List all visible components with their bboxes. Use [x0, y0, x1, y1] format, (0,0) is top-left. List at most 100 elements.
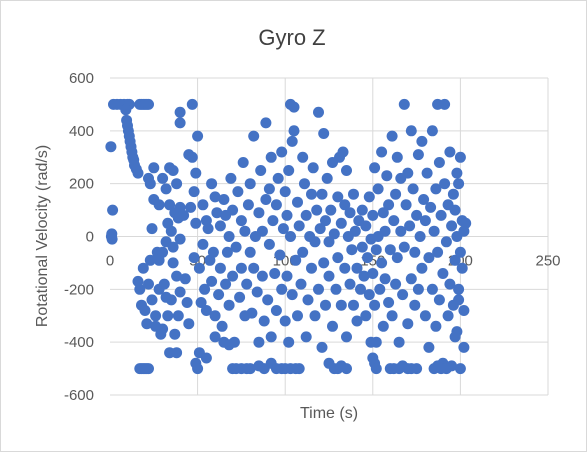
data-point	[406, 125, 417, 136]
data-point	[373, 183, 384, 194]
data-point	[224, 300, 235, 311]
data-point	[450, 205, 461, 216]
y-axis-title: Rotational Velocity (rad/s)	[34, 145, 51, 327]
data-point	[313, 107, 324, 118]
data-point	[317, 342, 328, 353]
data-point	[336, 300, 347, 311]
data-point	[197, 239, 208, 250]
data-point	[283, 165, 294, 176]
data-point	[306, 263, 317, 274]
data-point	[350, 226, 361, 237]
data-point	[318, 128, 329, 139]
data-point	[376, 257, 387, 268]
y-tick-label: 600	[69, 70, 94, 87]
data-point	[147, 294, 158, 305]
data-point	[357, 242, 368, 253]
data-point	[246, 308, 257, 319]
data-point	[360, 220, 371, 231]
data-point	[381, 170, 392, 181]
data-point	[374, 284, 385, 295]
data-point	[282, 210, 293, 221]
data-point	[371, 363, 382, 374]
data-point	[458, 342, 469, 353]
data-point	[399, 99, 410, 110]
data-point	[253, 337, 264, 348]
data-point	[252, 287, 263, 298]
data-point	[190, 168, 201, 179]
data-point	[269, 268, 280, 279]
data-point	[224, 339, 235, 350]
data-point	[287, 136, 298, 147]
data-point	[107, 205, 118, 216]
data-point	[213, 289, 224, 300]
data-point	[175, 234, 186, 245]
x-axis-title: Time (s)	[300, 405, 358, 422]
data-point	[260, 117, 271, 128]
data-point	[264, 239, 275, 250]
data-point	[224, 231, 235, 242]
data-point	[427, 284, 438, 295]
data-point	[341, 363, 352, 374]
data-point	[411, 363, 422, 374]
data-point	[341, 165, 352, 176]
data-point	[175, 117, 186, 128]
data-point	[378, 321, 389, 332]
data-point	[320, 300, 331, 311]
data-point	[346, 244, 357, 255]
data-point	[187, 99, 198, 110]
data-point	[217, 321, 228, 332]
data-point	[455, 363, 466, 374]
data-point	[380, 273, 391, 284]
data-point	[458, 226, 469, 237]
data-point	[241, 279, 252, 290]
data-point	[450, 331, 461, 342]
data-point	[245, 247, 256, 258]
data-point	[192, 363, 203, 374]
y-tick-labels: 600 400 200 0 -200 -400 -600	[64, 70, 94, 404]
data-point	[143, 99, 154, 110]
data-point	[367, 268, 378, 279]
data-point	[239, 226, 250, 237]
data-point	[231, 242, 242, 253]
data-point	[253, 207, 264, 218]
data-point	[423, 342, 434, 353]
data-point	[264, 183, 275, 194]
data-point	[313, 284, 324, 295]
data-point	[292, 197, 303, 208]
data-point	[311, 205, 322, 216]
data-point	[394, 337, 405, 348]
data-point	[157, 247, 168, 258]
data-point	[437, 268, 448, 279]
data-point	[292, 310, 303, 321]
data-point	[443, 310, 454, 321]
data-point	[331, 284, 342, 295]
data-point	[215, 220, 226, 231]
data-point	[436, 210, 447, 221]
data-point	[197, 199, 208, 210]
data-point	[325, 205, 336, 216]
data-point	[280, 186, 291, 197]
data-point	[345, 207, 356, 218]
data-point	[297, 247, 308, 258]
data-point	[257, 271, 268, 282]
data-point	[364, 191, 375, 202]
data-point	[267, 215, 278, 226]
data-point	[336, 218, 347, 229]
data-point	[357, 205, 368, 216]
x-tick-label: 250	[535, 253, 560, 270]
data-point	[266, 331, 277, 342]
data-point	[387, 310, 398, 321]
data-point	[446, 220, 457, 231]
y-tick-label: 200	[69, 176, 94, 193]
data-point	[171, 178, 182, 189]
data-point	[444, 147, 455, 158]
data-point	[206, 178, 217, 189]
data-point	[236, 263, 247, 274]
data-point	[147, 223, 158, 234]
data-point	[150, 310, 161, 321]
data-point	[157, 173, 168, 184]
data-point	[236, 215, 247, 226]
data-point	[285, 231, 296, 242]
data-point	[420, 215, 431, 226]
data-point	[248, 263, 259, 274]
